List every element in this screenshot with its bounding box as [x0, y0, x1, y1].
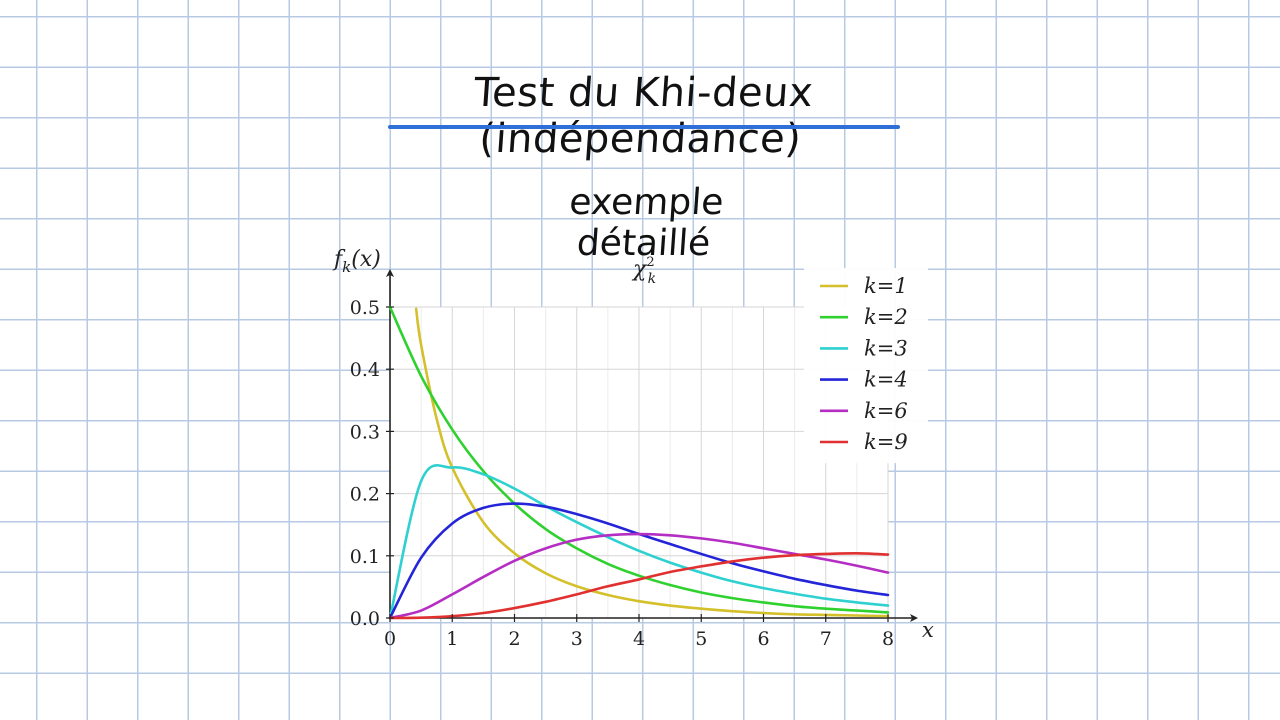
x-tick-label: 0 — [384, 628, 396, 650]
legend-label-k-9: k=9 — [864, 430, 908, 454]
chart-title-superscript: 2 — [646, 255, 654, 270]
y-tick-label: 0.4 — [350, 359, 380, 381]
x-tick-label: 6 — [757, 628, 769, 650]
chart-ticks: 0 1 2 3 4 5 6 7 8 0.0 0.1 0.2 0.3 0.4 0.5 — [350, 297, 894, 650]
legend-box — [804, 268, 928, 464]
series-line-k-1 — [414, 307, 890, 618]
x-axis-label: x — [922, 618, 934, 642]
x-tick-label: 5 — [695, 628, 707, 650]
y-axis-label-subscript: k — [342, 258, 351, 276]
chart-labels: χ2 kfk(x)x — [332, 247, 934, 642]
y-axis-arrow — [386, 269, 394, 277]
chart-title: χ2 k — [631, 255, 656, 287]
chart-axes — [386, 269, 918, 622]
y-tick-label: 0.3 — [350, 421, 380, 443]
series-line-k-9 — [388, 551, 890, 620]
page-title: Test du Khi-deux (indépendance) — [472, 70, 815, 162]
chart-series — [388, 305, 890, 620]
x-tick-label: 4 — [633, 628, 645, 650]
y-axis-label-rest: (x) — [351, 247, 381, 272]
x-tick-label: 3 — [571, 628, 583, 650]
x-tick-label: 1 — [446, 628, 458, 650]
x-tick-label: 7 — [820, 628, 832, 650]
x-tick-label: 8 — [882, 628, 894, 650]
y-tick-label: 0.1 — [350, 546, 380, 568]
legend-label-k-1: k=1 — [864, 274, 908, 298]
y-axis-label: fk(x) — [332, 247, 381, 276]
title-underline — [388, 125, 900, 129]
chi-square-density-chart: 0 1 2 3 4 5 6 7 8 0.0 0.1 0.2 0.3 0.4 0.5 k=1 k=2 k=3 k=4… — [332, 247, 934, 650]
chart-title-base: χ — [631, 257, 648, 282]
legend-label-k-4: k=4 — [864, 368, 908, 392]
y-tick-label: 0.5 — [350, 297, 380, 319]
legend-label-k-6: k=6 — [864, 399, 908, 423]
x-tick-label: 2 — [508, 628, 520, 650]
y-tick-label: 0.0 — [350, 608, 380, 630]
legend-label-k-3: k=3 — [864, 336, 908, 360]
y-tick-label: 0.2 — [350, 484, 380, 506]
legend-label-k-2: k=2 — [864, 305, 908, 329]
x-axis-arrow — [910, 614, 918, 622]
chart-legend: k=1 k=2 k=3 k=4 k=6 k=9 — [804, 268, 928, 464]
chart-title-subscript: k — [648, 271, 656, 287]
series-line-k-2 — [388, 305, 890, 614]
series-line-k-3 — [388, 464, 890, 620]
